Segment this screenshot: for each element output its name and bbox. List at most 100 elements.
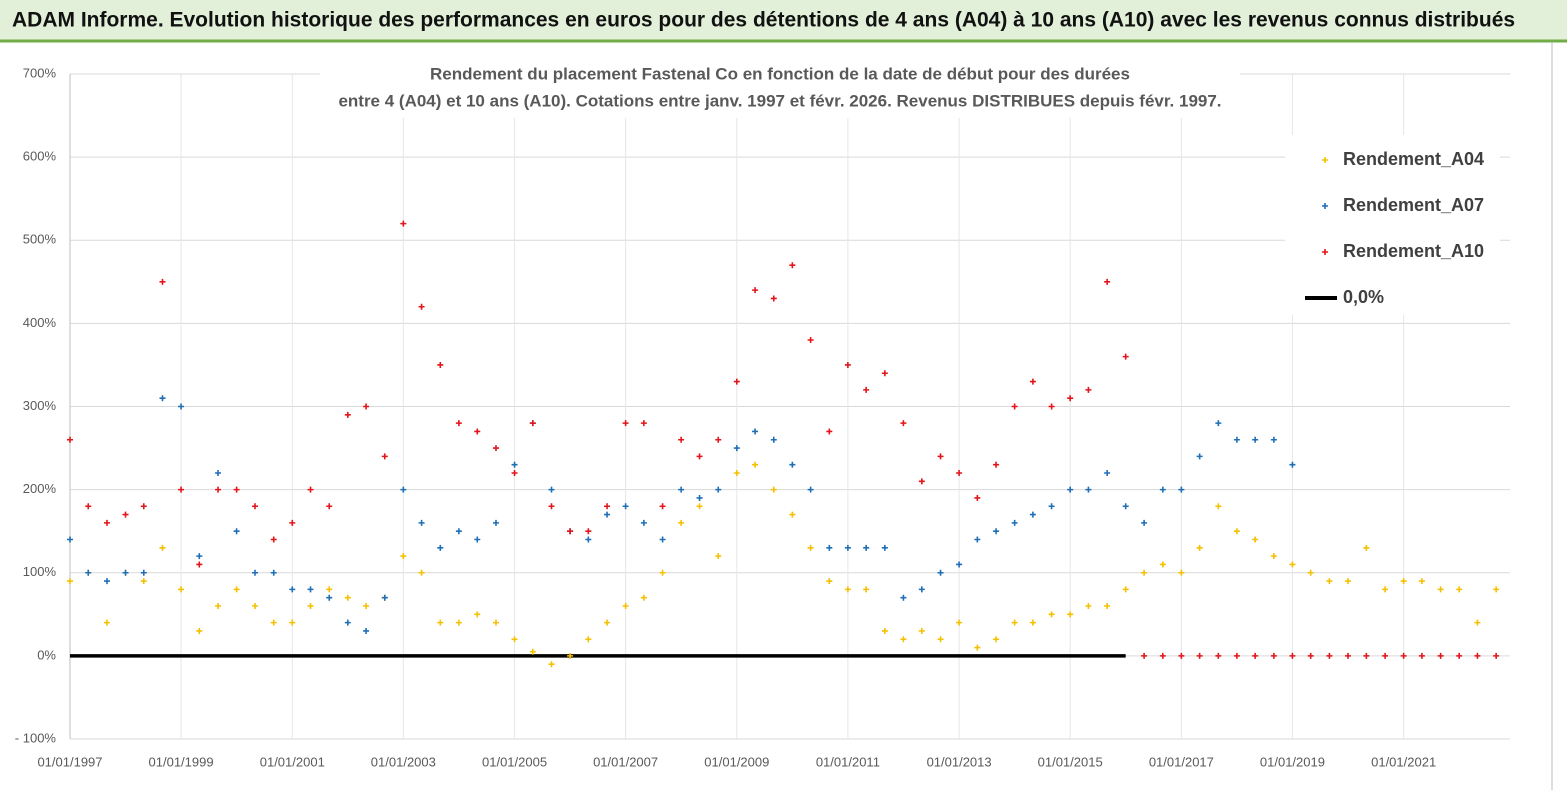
legend-swatch [1322,249,1328,255]
scatter-point [1493,586,1500,593]
x-tick-label: 01/01/2001 [260,754,325,769]
scatter-point [1437,586,1444,593]
scatter-point [196,561,203,568]
scatter-point [233,486,240,493]
title-box [320,60,1240,118]
scatter-point [252,503,259,510]
scatter-point [1456,652,1463,659]
legend-box [1285,135,1500,315]
scatter-point [437,544,444,551]
scatter-point [215,603,222,609]
scatter-point [789,461,796,468]
scatter-point [696,453,703,460]
scatter-point [567,652,574,659]
scatter-point [474,536,481,543]
scatter-point [696,503,703,510]
scatter-point [640,594,647,601]
scatter-point [1048,503,1055,510]
scatter-point [307,586,314,593]
legend-label: Rendement_A04 [1343,149,1484,169]
scatter-point [548,503,555,510]
scatter-point [326,503,333,510]
scatter-point [1141,652,1148,659]
scatter-point [548,486,555,493]
legend-label: Rendement_A07 [1343,195,1484,215]
scatter-point [1233,652,1240,659]
scatter-point [1141,519,1148,526]
scatter-point [567,528,574,535]
scatter-point [918,586,925,593]
scatter-point [159,544,166,551]
scatter-point [400,220,407,227]
scatter-point [715,486,722,493]
scatter-point [381,594,388,601]
scatter-point [122,569,129,576]
scatter-point [1178,486,1185,493]
scatter-point [844,544,851,551]
scatter-point [233,586,240,593]
scatter-point [844,586,851,593]
scatter-point [733,445,740,452]
scatter-point [418,303,425,310]
legend-label: Rendement_A10 [1343,241,1484,261]
scatter-point [1252,652,1259,659]
scatter-point [474,428,481,435]
scatter-point [1159,561,1166,568]
scatter-point [974,644,981,651]
scatter-point [103,619,110,626]
scatter-point [1104,278,1111,285]
scatter-point [492,445,499,452]
scatter-point [1437,652,1444,659]
scatter-point [1456,586,1463,593]
scatter-point [548,661,555,668]
scatter-point [363,603,370,609]
scatter-point [622,603,629,609]
scatter-point [1252,536,1259,543]
scatter-point [344,594,351,601]
scatter-point [1067,611,1074,618]
scatter-point [1363,652,1370,659]
scatter-point [363,403,370,410]
scatter-point [326,594,333,601]
y-tick-label: 200% [23,481,57,496]
x-tick-label: 01/01/2013 [927,754,992,769]
scatter-point [1382,586,1389,593]
x-tick-label: 01/01/2009 [704,754,769,769]
scatter-point [863,586,870,593]
scatter-point [529,648,536,655]
scatter-point [678,436,685,443]
scatter-point [1196,544,1203,551]
scatter-point [715,436,722,443]
y-tick-label: 700% [23,65,57,80]
scatter-point [196,553,203,560]
scatter-point [511,470,518,476]
scatter-point [511,636,518,643]
scatter-point [993,528,1000,535]
scatter-point [1289,561,1296,568]
y-tick-label: 300% [23,398,57,413]
scatter-point [1252,436,1259,443]
y-tick-label: 100% [23,564,57,579]
scatter-point [233,528,240,535]
scatter-point [1196,453,1203,460]
scatter-point [863,544,870,551]
scatter-point [1418,578,1425,585]
scatter-point [752,461,759,468]
scatter-point [474,611,481,618]
scatter-point [1141,569,1148,576]
legend-label: 0,0% [1343,287,1384,307]
scatter-point [622,503,629,510]
scatter-point [956,561,963,568]
scatter-point [1085,603,1092,609]
scatter-point [1122,503,1129,510]
y-tick-label: 600% [23,149,57,164]
scatter-point [1233,436,1240,443]
scatter-point [307,486,314,493]
scatter-point [1029,378,1036,385]
scatter-point [585,536,592,543]
scatter-point [418,569,425,576]
scatter-point [881,370,888,377]
scatter-point [455,420,462,427]
scatter-point [1289,652,1296,659]
scatter-point [622,420,629,427]
